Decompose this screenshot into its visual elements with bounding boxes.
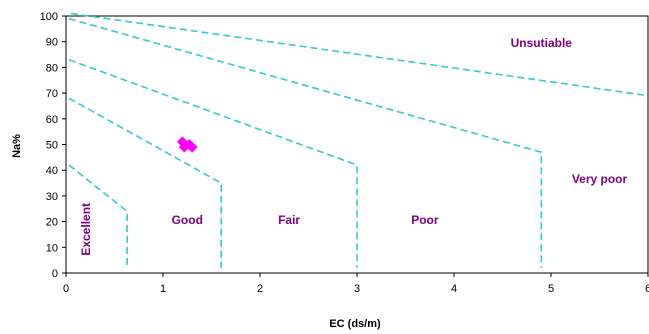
x-tick-label: 6 [645, 283, 649, 295]
y-tick-label: 90 [46, 37, 58, 49]
x-axis-title: EC (ds/m) [329, 318, 381, 330]
zone-label: Very poor [572, 172, 628, 186]
data-point [178, 141, 190, 153]
zone-label: Excellent [79, 203, 93, 256]
y-tick-label: 0 [52, 268, 58, 280]
y-tick-label: 60 [46, 114, 58, 126]
x-tick-label: 3 [354, 283, 360, 295]
boundary-line [68, 97, 222, 268]
zone-label: Poor [411, 213, 439, 227]
zone-label: Good [172, 213, 203, 227]
x-tick-label: 4 [451, 283, 457, 295]
boundaries [68, 12, 649, 268]
boundary-line [68, 17, 543, 268]
y-axis: 0 10 20 30 40 50 60 70 80 90 100 [40, 11, 66, 280]
y-tick-label: 70 [46, 88, 58, 100]
x-axis: 0 1 2 3 4 5 6 [63, 273, 649, 295]
data-points [176, 136, 198, 153]
y-tick-label: 40 [46, 165, 58, 177]
y-tick-label: 30 [46, 191, 58, 203]
zone-label: Fair [278, 213, 300, 227]
boundary-line [70, 12, 649, 97]
x-tick-label: 5 [548, 283, 554, 295]
y-tick-label: 80 [46, 62, 58, 74]
boundary-line [68, 164, 128, 268]
zone-label: Unsutiable [511, 36, 573, 50]
y-tick-label: 20 [46, 217, 58, 229]
y-tick-label: 50 [46, 140, 58, 152]
y-tick-label: 100 [40, 11, 58, 23]
x-tick-label: 1 [160, 283, 166, 295]
data-point [186, 141, 198, 153]
plot-area [65, 15, 649, 274]
y-axis-title: Na% [11, 134, 23, 158]
x-tick-label: 2 [257, 283, 263, 295]
zone-labels: Excellent Good Fair Poor Very poor Unsutiable [79, 36, 627, 256]
boundary-line [68, 58, 358, 268]
y-tick-label: 10 [46, 242, 58, 254]
x-tick-label: 0 [63, 283, 69, 295]
plot-frame [65, 15, 649, 274]
